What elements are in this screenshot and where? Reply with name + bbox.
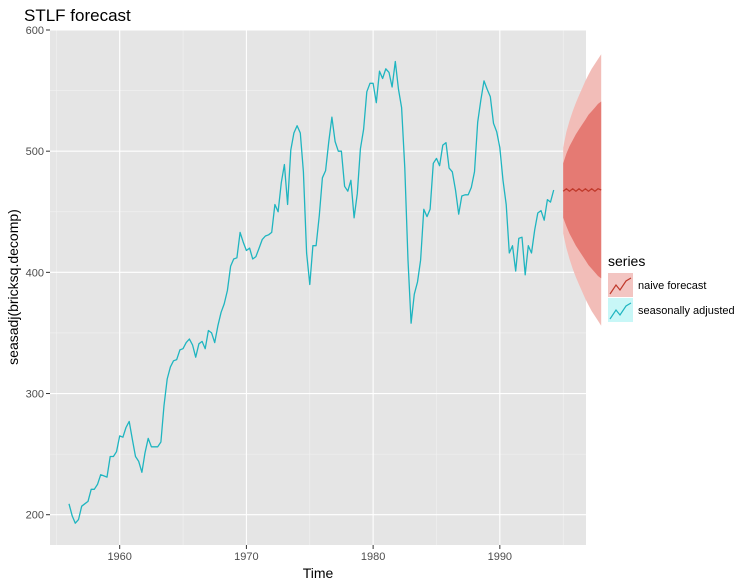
chart-title: STLF forecast (24, 6, 131, 25)
legend: series naive forecast seasonally adjuste… (608, 253, 735, 322)
legend-line-seasonally-adjusted (609, 302, 632, 320)
forecast-interval-80 (563, 101, 602, 279)
legend-line-naive-forecast (609, 277, 632, 295)
y-tick-label: 500 (26, 146, 44, 158)
x-tick-label: 1970 (234, 551, 258, 563)
y-axis: 200 300 400 500 600 (26, 25, 50, 522)
y-axis-title: seasadj(bricksq.decomp) (5, 209, 21, 365)
grid-minor (50, 30, 586, 545)
legend-label-seasonally-adjusted: seasonally adjusted (638, 305, 735, 317)
x-tick-label: 1980 (361, 551, 385, 563)
forecast-intervals (563, 54, 602, 326)
y-tick-label: 300 (26, 389, 44, 401)
x-axis: 1960 1970 1980 1990 (107, 545, 512, 563)
grid-major (50, 29, 586, 545)
y-tick-label: 600 (26, 25, 44, 37)
legend-title: series (608, 253, 645, 269)
legend-key-naive-forecast (608, 273, 633, 297)
series-line-seasonally-adjusted (68, 60, 555, 524)
plot-panel (50, 30, 586, 545)
y-tick-label: 200 (26, 510, 44, 522)
series-lines (68, 60, 602, 524)
legend-label-naive-forecast: naive forecast (638, 280, 706, 292)
y-tick-label: 400 (26, 267, 44, 279)
x-tick-label: 1960 (107, 551, 131, 563)
legend-key-seasonally-adjusted (608, 298, 633, 322)
legend-item-seasonally-adjusted: seasonally adjusted (608, 298, 735, 322)
series-line-naive-forecast (562, 188, 602, 192)
x-tick-label: 1990 (488, 551, 512, 563)
legend-item-naive-forecast: naive forecast (608, 273, 706, 297)
x-axis-title: Time (303, 565, 334, 581)
